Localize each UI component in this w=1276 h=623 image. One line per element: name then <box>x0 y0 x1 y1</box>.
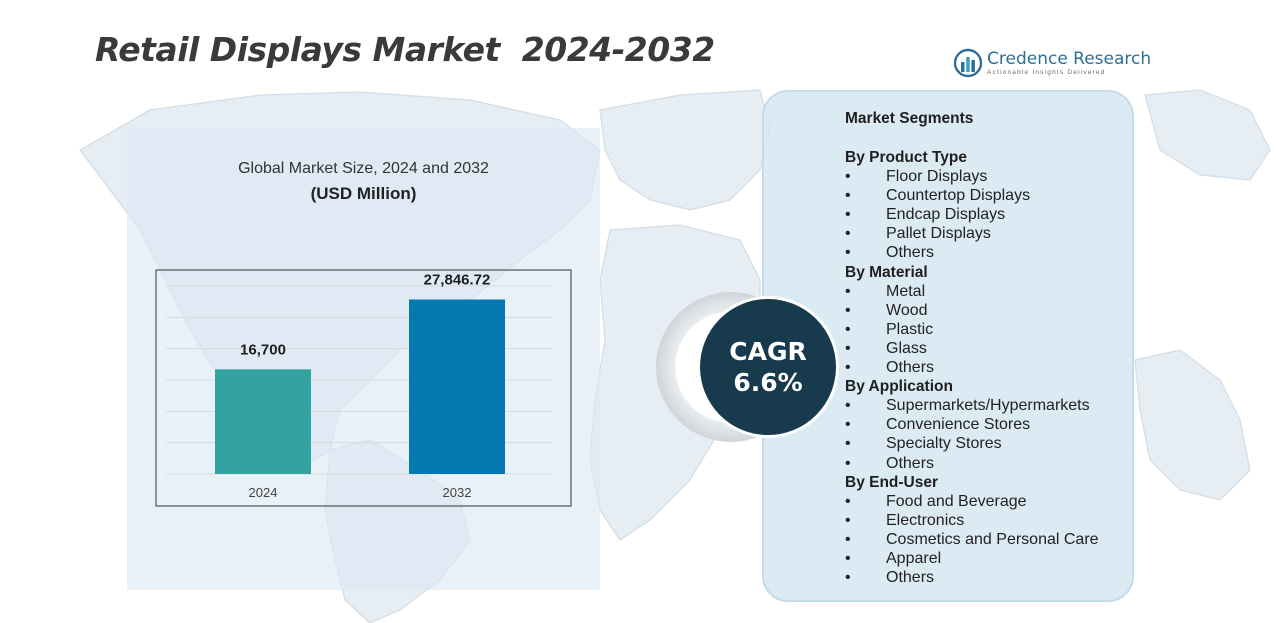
segment-heading: By Product Type <box>845 149 968 166</box>
segment-item-label: Glass <box>886 339 927 357</box>
bar-2032 <box>409 299 505 474</box>
logo-tagline: Actionable Insights Delivered <box>987 69 1106 76</box>
logo-name: Credence Research <box>987 49 1152 69</box>
bullet-icon: • <box>845 206 851 224</box>
segment-item: • Floor Displays <box>845 167 1145 186</box>
credence-research-logo[interactable]: Credence Research Actionable Insights De… <box>953 48 1151 80</box>
bullet-icon: • <box>845 187 851 205</box>
bullet-icon: • <box>845 301 851 319</box>
segment-item: • Countertop Displays <box>845 186 1145 205</box>
chart-title: Global Market Size, 2024 and 2032 <box>238 160 489 177</box>
segment-item-label: Others <box>886 569 935 587</box>
bullet-icon: • <box>845 168 851 186</box>
segment-item-label: Supermarkets/Hypermarkets <box>886 397 1090 415</box>
bullet-icon: • <box>845 492 851 510</box>
segment-item: • Others <box>845 243 1145 262</box>
segment-item-label: Apparel <box>886 549 942 567</box>
segment-item: • Specialty Stores <box>845 434 1145 453</box>
chart-subtitle: (USD Million) <box>310 184 417 203</box>
segment-item: • Metal <box>845 282 1145 301</box>
segment-item: • Others <box>845 454 1145 473</box>
bullet-icon: • <box>845 397 851 415</box>
bullet-icon: • <box>845 339 851 357</box>
bullet-icon: • <box>845 435 851 453</box>
x-tick-label: 2024 <box>249 485 278 500</box>
bullet-icon: • <box>845 282 851 300</box>
segment-item: • Endcap Displays <box>845 205 1145 224</box>
segment-item: • Electronics <box>845 511 1145 530</box>
bullet-icon: • <box>845 530 851 548</box>
page-title: Retail Displays Market 2024-2032 <box>95 30 715 69</box>
segment-item-label: Countertop Displays <box>886 187 1031 205</box>
cagr-label: CAGR <box>729 337 807 366</box>
segment-item-label: Others <box>886 244 935 262</box>
bullet-icon: • <box>845 549 851 567</box>
market-segments-list: Market Segments By Product Type • Floor Di… <box>845 109 1145 587</box>
bullet-icon: • <box>845 320 851 338</box>
bullet-icon: • <box>845 416 851 434</box>
segment-item: • Food and Beverage <box>845 492 1145 511</box>
bullet-icon: • <box>845 569 851 587</box>
segment-item-label: Electronics <box>886 511 965 529</box>
segment-heading: By End-User <box>845 473 939 491</box>
segment-item-label: Cosmetics and Personal Care <box>886 530 1099 548</box>
segment-item-label: Pallet Displays <box>886 225 991 243</box>
data-label: 16,700 <box>240 341 286 358</box>
segment-item-label: Others <box>886 359 935 377</box>
segment-item-label: Convenience Stores <box>886 416 1031 434</box>
bullet-icon: • <box>845 244 851 262</box>
segment-item: • Supermarkets/Hypermarkets <box>845 396 1145 415</box>
x-tick-label: 2032 <box>443 485 472 500</box>
data-label: 27,846.72 <box>424 271 491 288</box>
segment-item-label: Endcap Displays <box>886 206 1006 224</box>
segment-heading: By Application <box>845 378 953 396</box>
segment-item: • Wood <box>845 301 1145 320</box>
chart-panel <box>127 128 600 590</box>
segment-item-label: Specialty Stores <box>886 435 1002 453</box>
segment-item: • Glass <box>845 339 1145 358</box>
bullet-icon: • <box>845 454 851 472</box>
segment-item-label: Food and Beverage <box>886 492 1027 510</box>
segment-item-label: Others <box>886 454 935 472</box>
segments-title: Market Segments <box>845 110 974 127</box>
segment-item: • Others <box>845 568 1145 587</box>
bullet-icon: • <box>845 225 851 243</box>
segment-item-label: Floor Displays <box>886 168 988 186</box>
cagr-badge: CAGR 6.6% <box>697 296 839 438</box>
segment-heading: By Material <box>845 263 928 281</box>
bullet-icon: • <box>845 359 851 377</box>
bar-2024 <box>215 369 311 474</box>
bar-chart-logo-icon <box>953 48 983 78</box>
cagr-value: 6.6% <box>733 368 803 397</box>
chart-frame <box>155 269 572 507</box>
segment-item: • Convenience Stores <box>845 415 1145 434</box>
segment-item: • Pallet Displays <box>845 224 1145 243</box>
segment-item-label: Wood <box>886 301 928 319</box>
segment-item-label: Metal <box>886 282 926 300</box>
segment-item: • Others <box>845 358 1145 377</box>
segment-item-label: Plastic <box>886 320 934 338</box>
segment-item: • Cosmetics and Personal Care <box>845 530 1145 549</box>
bullet-icon: • <box>845 511 851 529</box>
segment-item: • Plastic <box>845 320 1145 339</box>
segment-item: • Apparel <box>845 549 1145 568</box>
